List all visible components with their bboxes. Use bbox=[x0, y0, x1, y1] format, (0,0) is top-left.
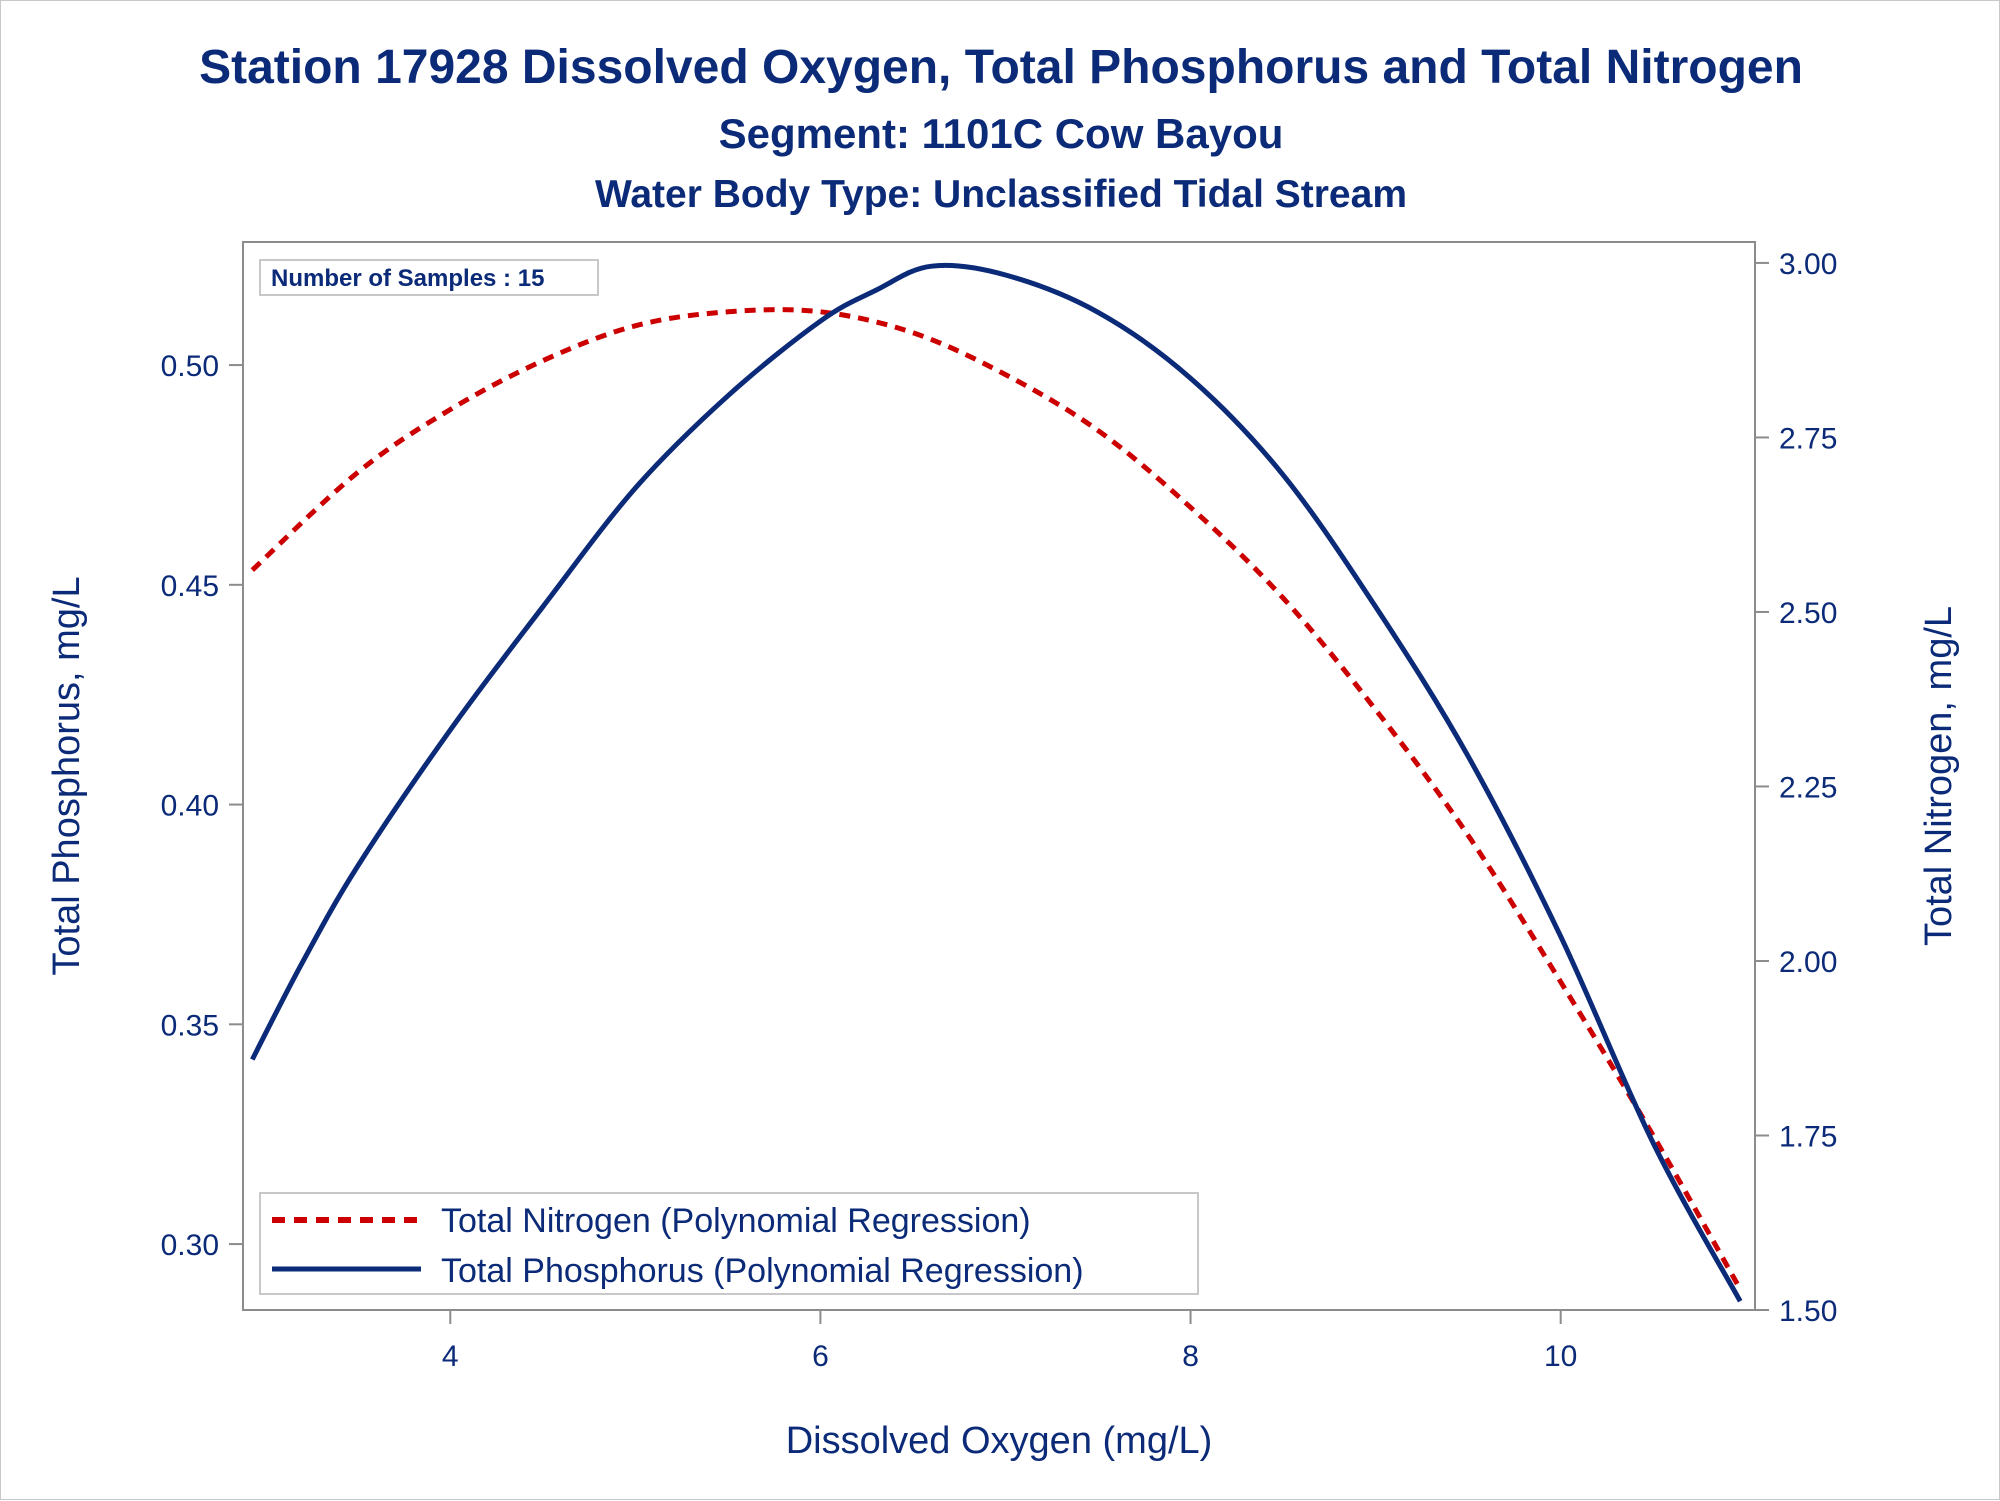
y-left-tick-label: 0.40 bbox=[161, 790, 219, 823]
y-right-tick-label: 2.25 bbox=[1779, 771, 1837, 804]
y-axis-left-label: Total Phosphorus, mg/L bbox=[46, 576, 88, 975]
y-left-tick-label: 0.30 bbox=[161, 1229, 219, 1262]
x-tick-label: 10 bbox=[1544, 1340, 1577, 1373]
sample-count-box bbox=[259, 259, 599, 296]
chart-title: Station 17928 Dissolved Oxygen, Total Ph… bbox=[199, 41, 1803, 94]
y-right-tick-label: 2.50 bbox=[1779, 597, 1837, 630]
legend-box bbox=[259, 1192, 1199, 1295]
series-line-total-nitrogen bbox=[250, 307, 1743, 1291]
y-right-tick-label: 2.75 bbox=[1779, 422, 1837, 455]
y-axis-right: 1.50 1.75 2.00 2.25 2.50 2.75 3.00 bbox=[1755, 248, 1837, 1328]
y-right-tick-label: 3.00 bbox=[1779, 248, 1837, 281]
y-left-tick-label: 0.45 bbox=[161, 570, 219, 603]
x-axis-label: Dissolved Oxygen (mg/L) bbox=[786, 1420, 1213, 1462]
series-layer bbox=[250, 262, 1743, 1303]
x-tick-label: 6 bbox=[812, 1340, 829, 1373]
legend-label-phosphorus: Total Phosphorus (Polynomial Regression) bbox=[441, 1252, 1084, 1290]
y-right-tick-label: 1.75 bbox=[1779, 1120, 1837, 1153]
chart-subtitle: Segment: 1101C Cow Bayou bbox=[719, 110, 1284, 157]
y-right-tick-label: 2.00 bbox=[1779, 946, 1837, 979]
chart-subtitle-2: Water Body Type: Unclassified Tidal Stre… bbox=[595, 173, 1407, 216]
y-left-tick-label: 0.50 bbox=[161, 350, 219, 383]
plot-area bbox=[242, 241, 1756, 1311]
sample-count-label: Number of Samples : 15 bbox=[271, 265, 544, 292]
x-tick-label: 8 bbox=[1182, 1340, 1199, 1373]
y-axis-left: 0.30 0.35 0.40 0.45 0.50 bbox=[161, 350, 243, 1262]
legend-label-nitrogen: Total Nitrogen (Polynomial Regression) bbox=[441, 1202, 1031, 1240]
y-left-tick-label: 0.35 bbox=[161, 1009, 219, 1042]
y-right-tick-label: 1.50 bbox=[1779, 1295, 1837, 1328]
x-axis: 4 6 8 10 bbox=[442, 1310, 1577, 1373]
series-line-total-phosphorus bbox=[250, 262, 1743, 1303]
x-tick-label: 4 bbox=[442, 1340, 459, 1373]
y-axis-right-label: Total Nitrogen, mg/L bbox=[1918, 606, 1960, 946]
legend: Total Nitrogen (Polynomial Regression) T… bbox=[259, 1192, 1199, 1295]
